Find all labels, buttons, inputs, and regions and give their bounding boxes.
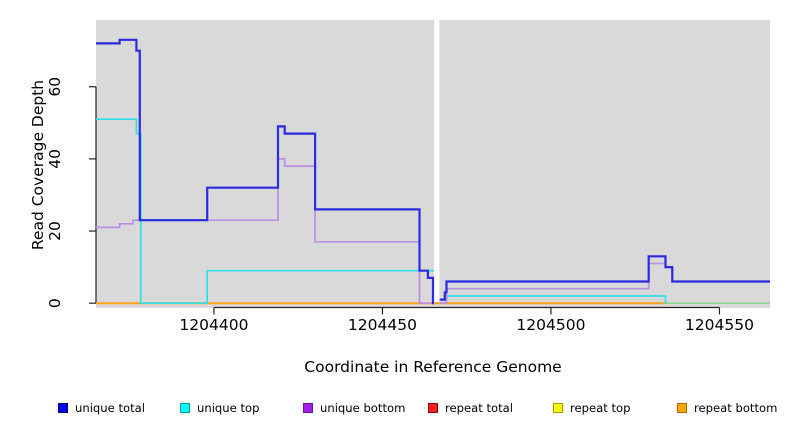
y-tick-label: 0 [46, 298, 64, 308]
legend-swatch [180, 403, 190, 413]
legend-label: unique total [75, 401, 145, 415]
series-unique-top [439, 295, 667, 305]
no-data-gap-band [434, 20, 440, 303]
x-tick-label: 1204500 [516, 316, 585, 334]
series-unique-bottom [96, 158, 434, 305]
legend-swatch [553, 403, 563, 413]
series-unique-bottom [439, 262, 770, 305]
series-unique-total [439, 255, 770, 301]
legend-swatch [677, 403, 687, 413]
legend: unique total unique top unique bottom repea… [58, 401, 778, 417]
legend-label: repeat total [445, 401, 513, 415]
x-tick-label: 1204400 [179, 316, 248, 334]
x-tick-label: 1204450 [348, 316, 417, 334]
series-unique-total [96, 38, 435, 305]
legend-label: unique bottom [320, 401, 406, 415]
legend-item-repeat-top: repeat top [553, 401, 630, 415]
legend-item-unique-total: unique total [58, 401, 145, 415]
axes [95, 86, 720, 309]
legend-label: repeat top [570, 401, 631, 415]
legend-label: repeat bottom [694, 401, 778, 415]
y-tick-label: 60 [46, 77, 64, 97]
y-tick-label: 20 [46, 221, 64, 241]
legend-swatch [303, 403, 313, 413]
legend-item-unique-bottom: unique bottom [303, 401, 405, 415]
series-unique-top [96, 118, 434, 305]
x-tick-label: 1204550 [685, 316, 754, 334]
legend-label: unique top [197, 401, 260, 415]
x-axis-title: Coordinate in Reference Genome [304, 358, 562, 376]
legend-swatch [58, 403, 68, 413]
legend-item-repeat-total: repeat total [428, 401, 513, 415]
y-tick-label: 40 [46, 149, 64, 169]
legend-item-repeat-bottom: repeat bottom [677, 401, 777, 415]
legend-item-unique-top: unique top [180, 401, 259, 415]
y-axis-title: Read Coverage Depth [29, 79, 47, 251]
legend-swatch [428, 403, 438, 413]
plot-area [96, 20, 770, 308]
